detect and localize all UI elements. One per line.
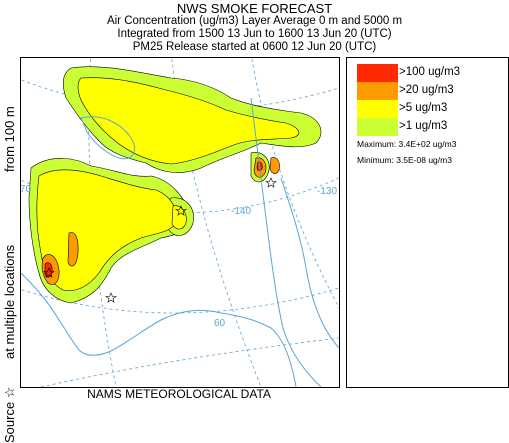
- legend-swatch: [357, 64, 398, 82]
- lon-label-130: -130: [317, 186, 337, 197]
- grid-line: [88, 58, 117, 387]
- legend-minimum: Minimum: 3.5E-08 ug/m3: [357, 155, 452, 165]
- grid-line: [171, 58, 262, 387]
- coastline: [250, 97, 322, 387]
- page-title: NWS SMOKE FORECAST: [176, 1, 333, 16]
- legend-maximum: Maximum: 3.4E+02 ug/m3: [357, 139, 457, 149]
- grid-line: [21, 287, 339, 314]
- plume-region: [67, 232, 79, 267]
- grid-line: [40, 337, 339, 387]
- side-label-from: from 100 m: [2, 106, 17, 172]
- side-label: from 100 m at multiple locations Source …: [0, 57, 19, 443]
- coastlines: [21, 97, 339, 387]
- source-markers: [43, 177, 277, 303]
- side-label-locations: at multiple locations: [2, 244, 17, 359]
- grid-line: [251, 58, 339, 309]
- coastline: [280, 177, 339, 349]
- footer-label: NAMS METEOROLOGICAL DATA: [87, 387, 271, 401]
- smoke-map: -170 -140 -130 60: [21, 58, 339, 387]
- lon-label-170: -170: [21, 184, 31, 195]
- subtitle-release: PM25 Release started at 0600 12 Jun 20 (…: [132, 41, 377, 53]
- plume-region: [269, 157, 280, 174]
- source-star-icon: [43, 267, 55, 278]
- coastline: [21, 272, 297, 387]
- map-panel: -170 -140 -130 60: [20, 57, 340, 388]
- legend-swatch: [357, 82, 398, 100]
- legend-label: >1 ug/m3: [399, 120, 448, 132]
- coastline: [80, 116, 135, 160]
- side-label-source: Source ☆: [2, 386, 17, 443]
- lat-label-60: 60: [214, 318, 226, 329]
- source-star-icon: [105, 292, 117, 303]
- source-star-icon: [265, 177, 277, 188]
- legend-swatch: [357, 118, 398, 136]
- source-star-icon: [175, 205, 187, 216]
- subtitle-concentration: Air Concentration (ug/m3) Layer Average …: [106, 15, 403, 27]
- lon-label-140: -140: [231, 206, 251, 217]
- legend-label: >100 ug/m3: [399, 66, 461, 78]
- legend-swatch: [357, 100, 398, 118]
- legend-label: >5 ug/m3: [399, 102, 448, 114]
- subtitle-integration: Integrated from 1500 13 Jun to 1600 13 J…: [117, 28, 392, 40]
- legend-label: >20 ug/m3: [399, 84, 454, 96]
- legend-panel: >100 ug/m3 >20 ug/m3 >5 ug/m3 >1 ug/m3 M…: [346, 57, 509, 388]
